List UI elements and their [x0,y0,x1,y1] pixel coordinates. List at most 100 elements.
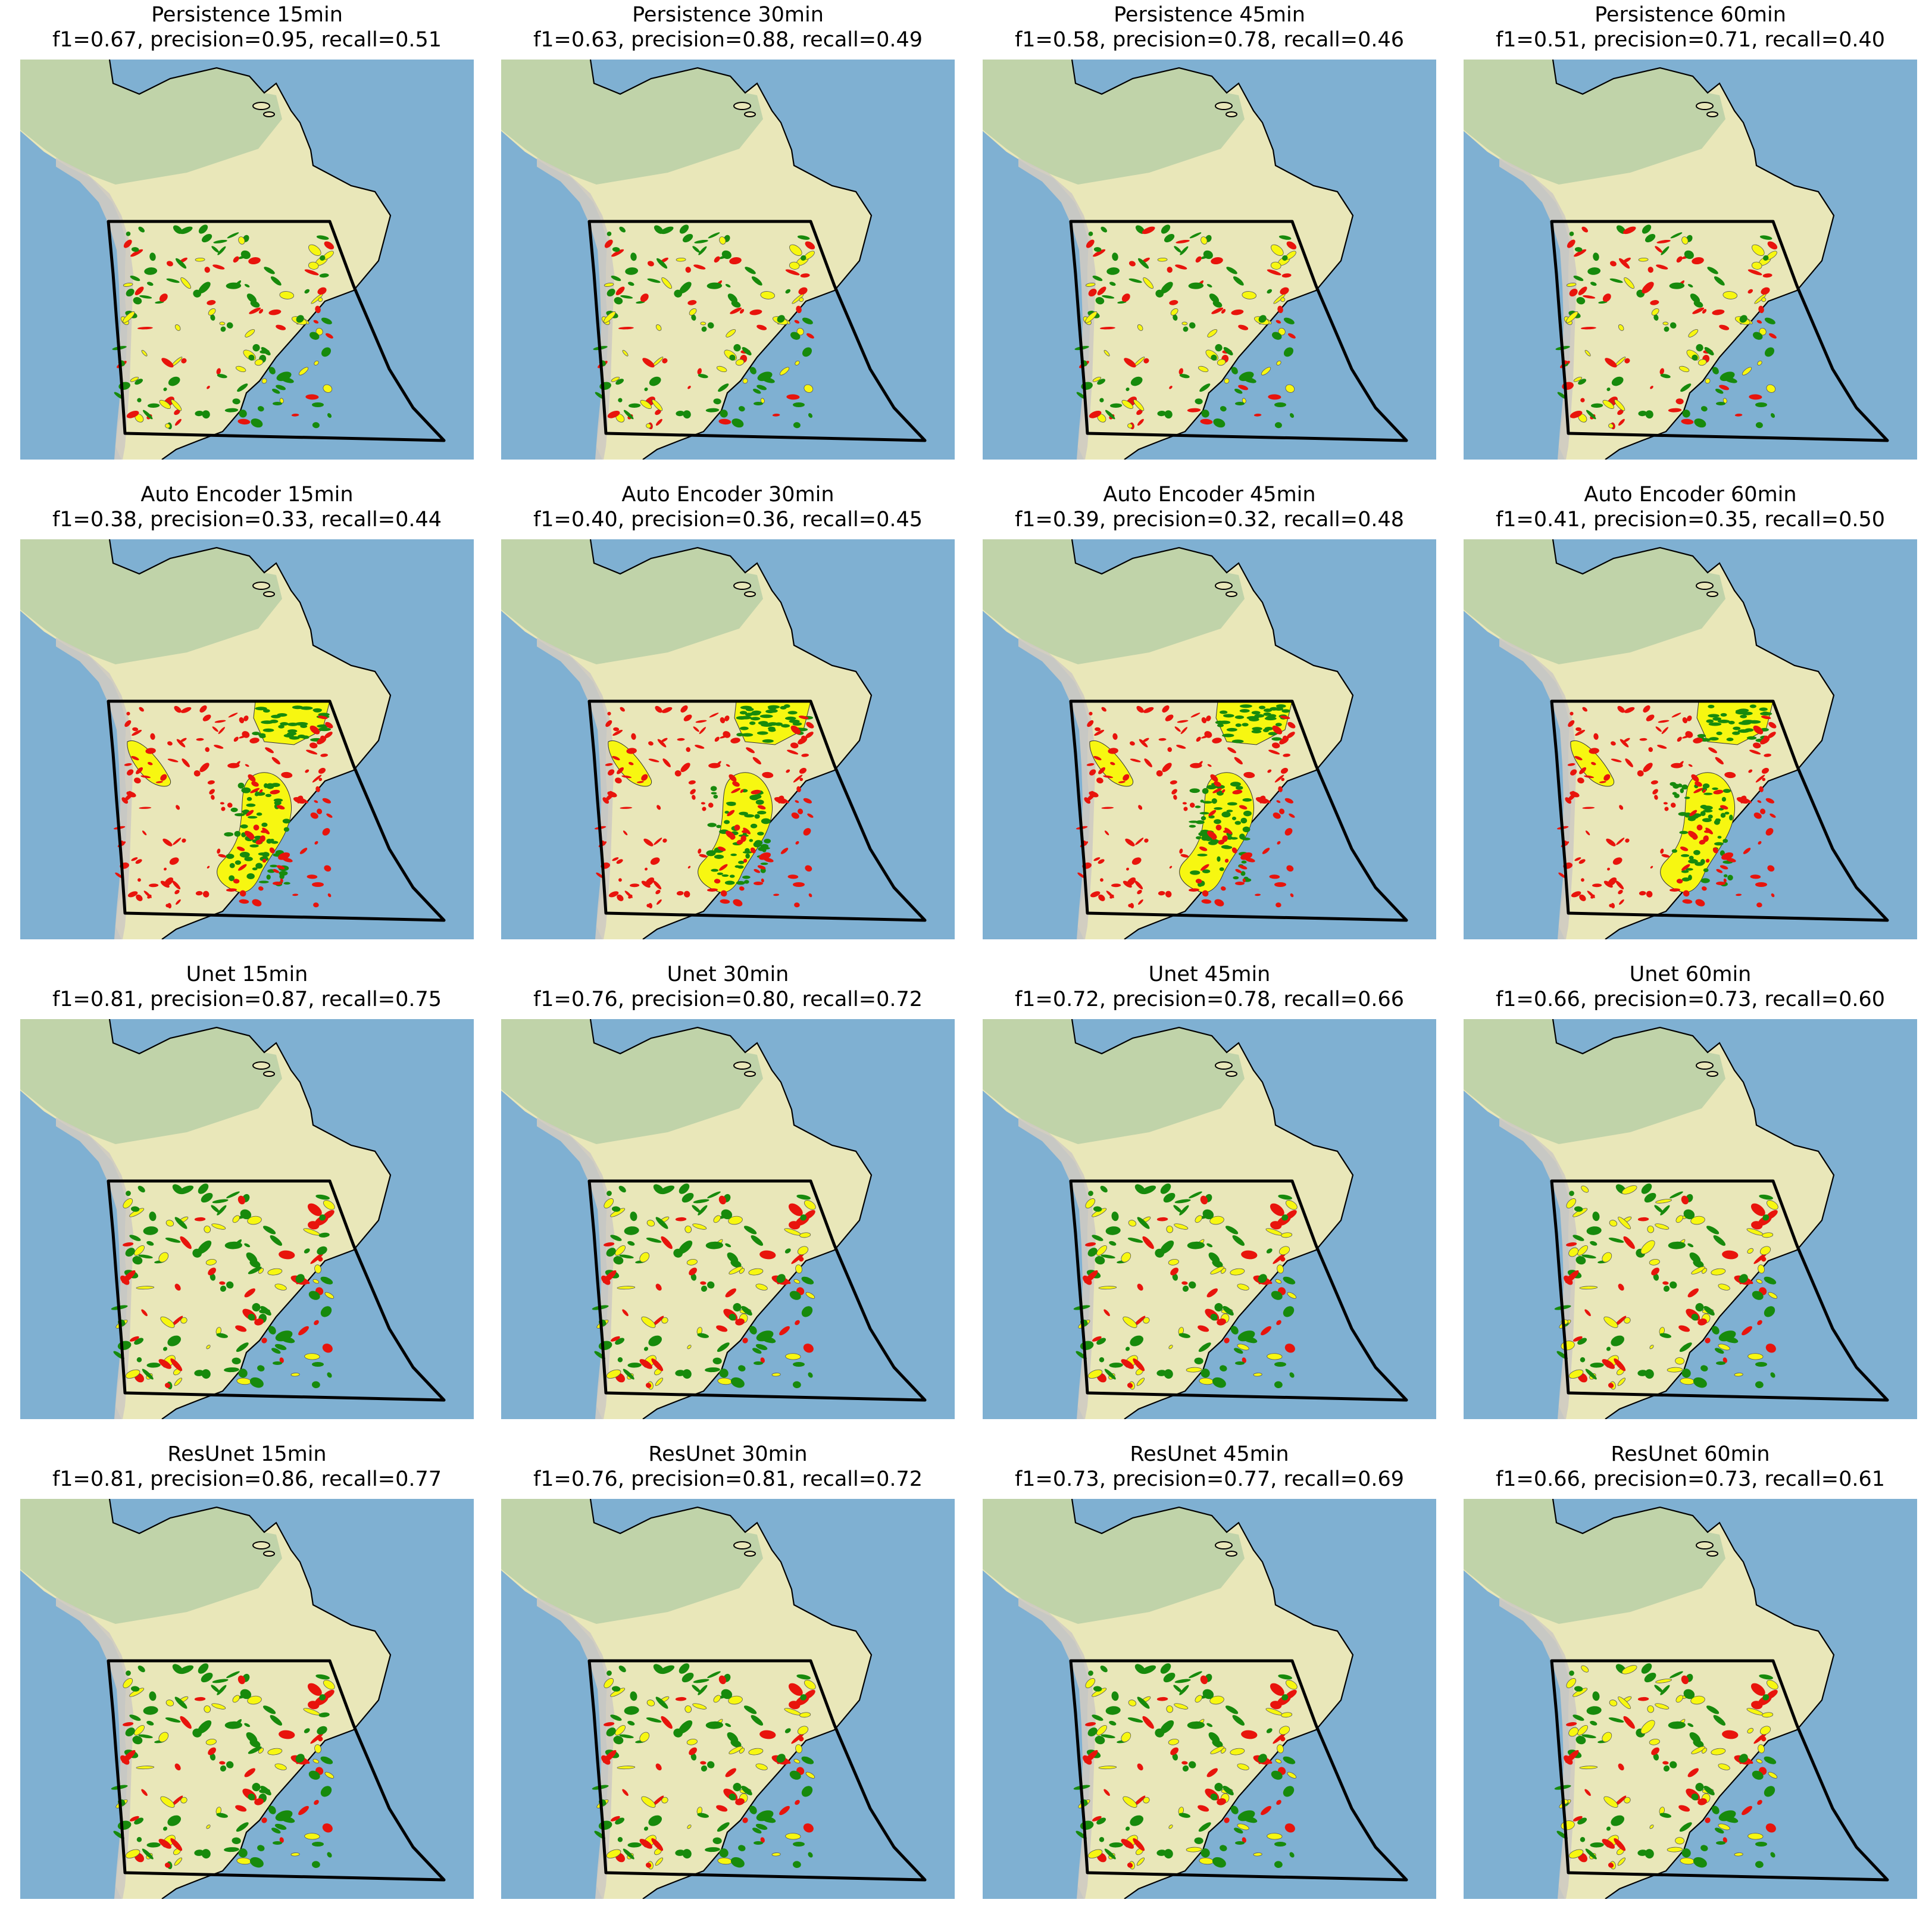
false-alarm-cell [1676,256,1683,263]
false-alarm-cell [677,738,685,741]
miss-cell [797,1726,809,1735]
panel-title: Unet 15min [186,963,308,986]
false-alarm-cell [1611,758,1622,763]
miss-cell [1287,1292,1297,1299]
hit-cell [725,1723,731,1727]
miss-cell [1678,365,1690,373]
hit-cell [678,1720,693,1734]
false-alarm-cell [1284,828,1293,836]
hit-cell [1223,1305,1234,1316]
false-alarm-cell [1093,857,1101,861]
map-panel: Auto Encoder 30min f1=0.40, precision=0.3… [501,482,955,952]
amazon-region [20,539,282,664]
false-alarm-cell [799,777,804,782]
false-alarm-cell [1692,835,1697,840]
miss-cell [1618,324,1624,331]
miss-cell [1198,365,1209,373]
false-alarm-cell [750,847,756,854]
false-alarm-cell [1280,1257,1286,1262]
false-alarm-cell [145,748,156,754]
false-alarm-cell [1279,808,1285,814]
hit-cell [754,1361,763,1365]
false-alarm-cell [1086,239,1095,248]
hit-cell [698,246,707,255]
hit-cell [135,379,143,385]
hit-cell [327,1852,332,1858]
hit-cell [1681,1369,1691,1378]
hit-cell [756,1330,774,1342]
hit-cell [683,410,691,419]
panel-title: Auto Encoder 45min [1103,483,1316,507]
miss-cell [1275,1279,1282,1284]
miss-cell [1747,1833,1764,1840]
hit-cell [246,293,257,303]
hit-cell [271,1827,281,1834]
hit-cell [1202,1689,1214,1699]
hit-cell [257,406,264,412]
hit-cell [1759,707,1768,711]
hit-cell [246,803,256,807]
hit-cell [660,226,674,235]
false-alarm-cell [1692,307,1705,314]
hit-cell [738,860,745,864]
hit-cell [143,1706,158,1715]
false-alarm-cell [626,748,637,754]
hit-cell [776,1274,786,1283]
island [733,1541,751,1549]
hit-cell [1585,1369,1597,1380]
false-alarm-cell [1262,848,1270,854]
false-alarm-cell [773,893,780,896]
hit-cell [1220,1845,1227,1851]
false-alarm-cell [1617,409,1624,415]
hit-cell [252,1783,261,1792]
hit-cell [1715,1348,1724,1354]
hit-cell [624,1226,639,1235]
miss-cell [1624,1797,1631,1804]
false-alarm-cell [1103,1309,1110,1316]
false-alarm-cell [1200,418,1213,425]
false-alarm-cell [1687,715,1692,721]
hit-cell [1202,869,1211,873]
miss-cell [1181,321,1188,326]
hit-cell [754,814,760,819]
hit-cell [1214,1783,1223,1792]
false-alarm-cell [1760,808,1766,814]
false-alarm-cell [656,899,662,905]
false-alarm-cell [796,305,802,314]
hit-cell [304,1248,310,1254]
hit-cell [226,1191,240,1199]
hit-cell [1232,1715,1245,1726]
hit-cell [1109,403,1123,408]
false-alarm-cell [1086,792,1096,802]
hit-cell [1677,783,1683,788]
hit-cell [1697,734,1706,738]
hit-cell [742,875,751,879]
miss-cell [1756,1279,1763,1284]
miss-cell [171,399,182,411]
island [1215,582,1233,590]
false-alarm-cell [1582,707,1587,712]
hit-cell [1226,810,1233,813]
miss-cell [1136,1857,1145,1866]
precipitation-events [1554,1183,1778,1390]
false-alarm-cell [1770,813,1776,818]
map-panel: Unet 15min f1=0.81, precision=0.87, recal… [20,962,474,1432]
miss-cell [1168,1259,1179,1266]
miss-cell [1711,1268,1726,1276]
false-alarm-cell [250,788,260,793]
hit-cell [618,1186,626,1193]
false-alarm-cell [1660,848,1664,854]
hit-cell [744,814,755,818]
miss-cell [1270,261,1281,270]
hit-cell [1712,717,1722,721]
hit-cell [1104,1369,1116,1380]
hit-cell [1764,1306,1775,1317]
hit-cell [217,246,226,255]
hit-cell [1258,1754,1267,1763]
false-alarm-cell [1195,256,1202,263]
miss-cell [1186,1367,1202,1373]
false-alarm-cell [227,763,240,768]
hit-cell [226,854,235,859]
false-alarm-cell [276,805,285,810]
hit-cell [318,1712,330,1717]
